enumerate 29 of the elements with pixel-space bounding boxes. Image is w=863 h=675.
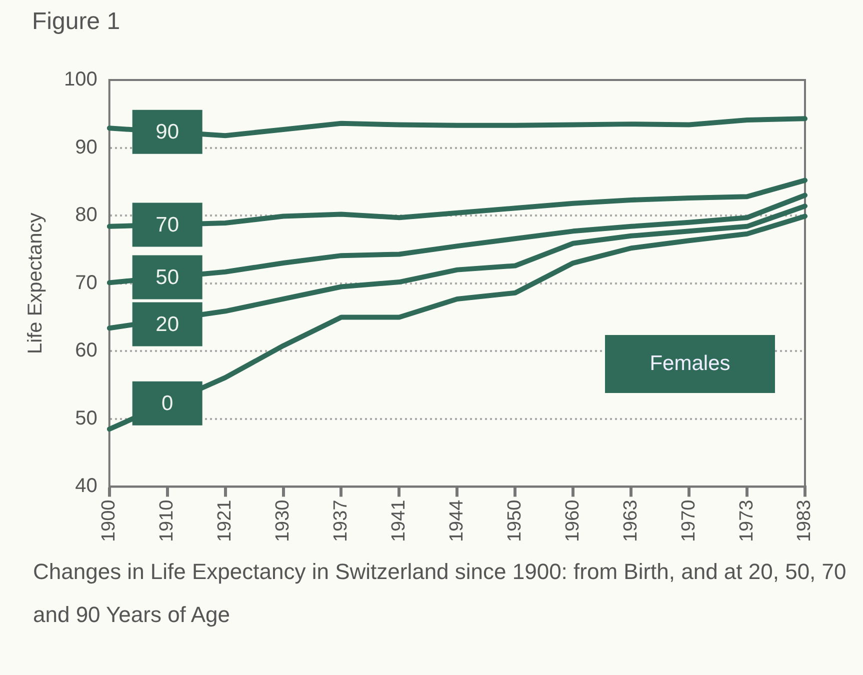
x-tick-label: 1950	[504, 500, 526, 542]
x-tick-label: 1900	[98, 500, 120, 542]
y-tick-label: 40	[75, 475, 98, 498]
series-label: 90	[156, 120, 180, 144]
chart-title: Figure 1	[32, 8, 120, 36]
y-tick-label: 60	[75, 340, 98, 362]
y-tick-label: 70	[75, 272, 98, 294]
x-tick-label: 1983	[794, 500, 816, 542]
x-tick-label: 1910	[156, 500, 178, 542]
label-plate: Females	[605, 335, 775, 393]
y-axis-title: Life Expectancy	[24, 212, 47, 354]
x-tick-label: 1937	[330, 500, 352, 542]
y-tick-label: 90	[75, 136, 98, 158]
y-tick-label: 80	[75, 204, 98, 226]
x-tick-label: 1941	[388, 500, 410, 542]
series-label: 70	[156, 214, 180, 237]
legend-label: 20	[156, 313, 180, 336]
text: Changes in Life Expectancy in Switzerland since 1900: from Birth, and at 20, 50, 70 and 90 Years of Age	[33, 558, 848, 629]
y-tick-label: 100	[64, 68, 98, 91]
x-tick-label: 1963	[620, 500, 642, 542]
x-tick-label: 1921	[214, 500, 236, 542]
series-label: 0	[161, 392, 174, 416]
legend-label: 50	[156, 266, 180, 290]
y-tick-label: 50	[75, 407, 98, 430]
x-tick-label: 1944	[446, 499, 468, 542]
x-tick-label: 1970	[678, 500, 700, 542]
x-tick-label: 1930	[272, 500, 294, 542]
x-tick-label: 1973	[736, 500, 758, 542]
x-tick-label: 1960	[562, 500, 584, 542]
